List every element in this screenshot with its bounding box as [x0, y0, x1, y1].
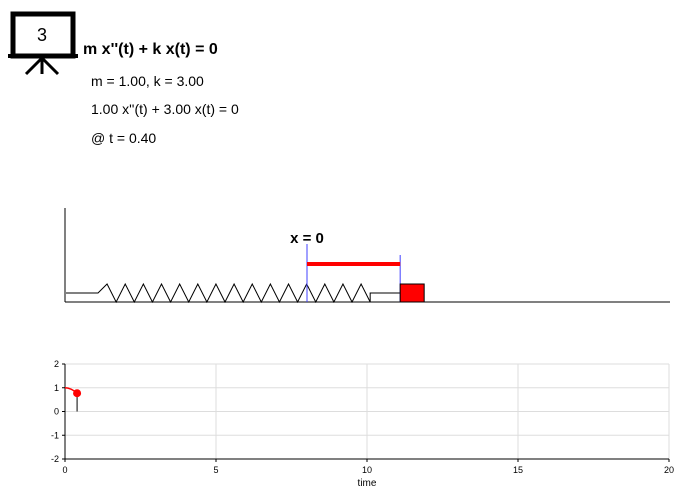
y-tick-label: -2 — [51, 454, 59, 464]
mass-block — [399, 283, 425, 303]
plot-grid — [64, 363, 670, 460]
position-time-plot: 0 5 10 15 20 2 1 0 -1 -2 time — [0, 352, 692, 492]
spring-mass-animation: x = 0 — [0, 200, 692, 310]
equation-title: m x''(t) + k x(t) = 0 — [83, 41, 218, 58]
numeric-equation-text: 1.00 x''(t) + 3.00 x(t) = 0 — [91, 101, 239, 117]
y-tick-label: 1 — [54, 383, 59, 393]
y-tick-label: -1 — [51, 430, 59, 440]
time-readout: @ t = 0.40 — [91, 130, 157, 146]
parameters-text: m = 1.00, k = 3.00 — [91, 73, 204, 89]
x-tick-label: 10 — [362, 465, 372, 475]
x-tick-label: 5 — [213, 465, 218, 475]
spring-coil — [66, 282, 401, 304]
equilibrium-label: x = 0 — [290, 230, 324, 247]
presentation-board-icon: 3 — [8, 8, 80, 76]
x-axis-label: time — [358, 478, 377, 489]
plot-series — [64, 387, 82, 412]
x-tick-label: 15 — [513, 465, 523, 475]
current-point — [73, 389, 82, 398]
y-tick-label: 0 — [54, 407, 59, 417]
x-tick-label: 0 — [62, 465, 67, 475]
y-tick-label: 2 — [54, 359, 59, 369]
x-tick-label: 20 — [664, 465, 674, 475]
logo-number: 3 — [37, 25, 47, 45]
